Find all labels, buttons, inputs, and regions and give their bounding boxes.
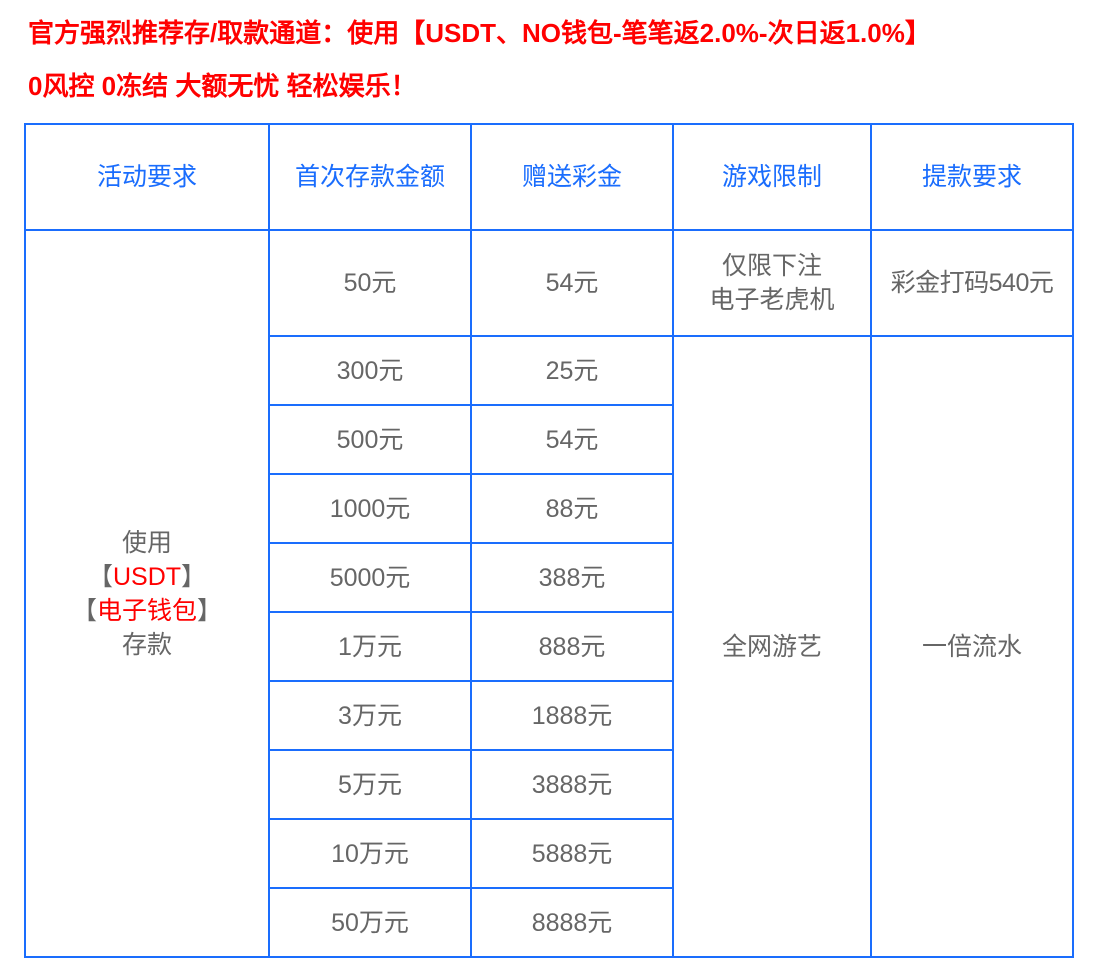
cell-deposit-amount: 500元 (268, 404, 472, 475)
cell-bonus-amount: 54元 (470, 229, 674, 337)
cell-deposit-amount: 1000元 (268, 473, 472, 544)
column-header-first-deposit-amount: 首次存款金额 (268, 123, 472, 231)
requirement-usdt-label: USDT (112, 562, 182, 591)
column-header-activity-requirement: 活动要求 (24, 123, 270, 231)
table-row: 50万元 8888元 (25, 887, 1073, 958)
cell-game-restriction-merged: 全网游艺 (672, 335, 872, 958)
requirement-line-usage: 使用 (121, 528, 172, 557)
promo-table-wrapper: 活动要求 首次存款金额 赠送彩金 游戏限制 提款要求 使用 【USDT】 【电子… (24, 123, 1074, 958)
table-row: 使用 【USDT】 【电子钱包】 存款 50元 54元 仅限下注 电子老虎机 彩… (24, 229, 1074, 958)
promo-table: 活动要求 首次存款金额 赠送彩金 游戏限制 提款要求 使用 【USDT】 【电子… (24, 123, 1074, 958)
bracket-open-ewallet: 【 (71, 596, 97, 625)
cell-deposit-amount: 3万元 (268, 680, 472, 751)
cell-deposit-amount: 5000元 (268, 542, 472, 613)
table-row: 5000元 388元 (25, 542, 1073, 613)
game-restriction-line-2: 电子老虎机 (709, 286, 835, 314)
table-row: 3万元 1888元 (25, 680, 1073, 751)
cell-activity-requirement: 使用 【USDT】 【电子钱包】 存款 (24, 229, 270, 958)
bracket-close-ewallet: 】 (197, 596, 223, 625)
cell-deposit-amount: 1万元 (268, 611, 472, 682)
requirement-line-usdt: 【USDT】 (27, 560, 267, 594)
bracket-open-usdt: 【 (87, 562, 113, 591)
cell-deposit-amount: 50元 (268, 229, 472, 337)
table-row: 1000元 88元 (25, 473, 1073, 544)
table-row: 10万元 5888元 (25, 818, 1073, 889)
game-restriction-line-1: 仅限下注 (721, 252, 822, 280)
requirement-line-ewallet: 【电子钱包】 (27, 594, 267, 628)
column-header-withdrawal-requirement: 提款要求 (870, 123, 1074, 231)
table-head: 活动要求 首次存款金额 赠送彩金 游戏限制 提款要求 (24, 123, 1074, 231)
cell-bonus-amount: 8888元 (470, 887, 674, 958)
cell-bonus-amount: 5888元 (470, 818, 674, 889)
cell-withdrawal-requirement-merged: 一倍流水 (870, 335, 1074, 958)
table-header-row: 活动要求 首次存款金额 赠送彩金 游戏限制 提款要求 (24, 123, 1074, 231)
cell-bonus-amount: 54元 (470, 404, 674, 475)
requirement-line-deposit: 存款 (121, 630, 172, 659)
column-header-bonus-amount: 赠送彩金 (470, 123, 674, 231)
table-body: 使用 【USDT】 【电子钱包】 存款 50元 54元 仅限下注 电子老虎机 彩… (24, 229, 1074, 958)
cell-game-restriction: 仅限下注 电子老虎机 (672, 229, 872, 337)
requirement-ewallet-label: 电子钱包 (96, 596, 197, 625)
cell-bonus-amount: 3888元 (470, 749, 674, 820)
cell-deposit-amount: 300元 (268, 335, 472, 406)
cell-deposit-amount: 5万元 (268, 749, 472, 820)
promo-headline-primary: 官方强烈推荐存/取款通道：使用【USDT、NO钱包-笔笔返2.0%-次日返1.0… (28, 18, 931, 48)
table-row: 5万元 3888元 (25, 749, 1073, 820)
cell-withdrawal-requirement: 彩金打码540元 (870, 229, 1074, 337)
table-row: 1万元 888元 (25, 611, 1073, 682)
cell-bonus-amount: 888元 (470, 611, 674, 682)
cell-bonus-amount: 88元 (470, 473, 674, 544)
cell-bonus-amount: 25元 (470, 335, 674, 406)
cell-bonus-amount: 1888元 (470, 680, 674, 751)
promo-banner: 官方强烈推荐存/取款通道：使用【USDT、NO钱包-笔笔返2.0%-次日返1.0… (0, 0, 1104, 103)
table-row: 500元 54元 (25, 404, 1073, 475)
column-header-game-restriction: 游戏限制 (672, 123, 872, 231)
cell-deposit-amount: 10万元 (268, 818, 472, 889)
bracket-close-usdt: 】 (181, 562, 207, 591)
promo-headline-secondary: 0风控 0冻结 大额无忧 轻松娱乐！ (28, 71, 417, 101)
cell-deposit-amount: 50万元 (268, 887, 472, 958)
cell-bonus-amount: 388元 (470, 542, 674, 613)
